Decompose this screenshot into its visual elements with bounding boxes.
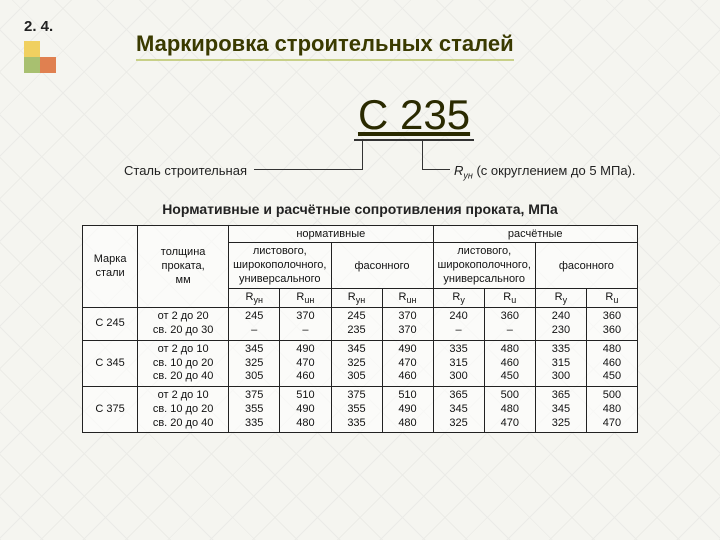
caption-right: Rун (с округлением до 5 МПа). <box>454 163 636 181</box>
cell-value: 375 355 335 <box>229 387 280 433</box>
col-calculated: расчётные <box>433 226 637 243</box>
cell-grade: С 245 <box>83 308 138 341</box>
col-calc-sheet: листового, широкополочного, универсально… <box>433 243 535 289</box>
steel-marking: С 235 <box>354 91 474 141</box>
cell-value: 335 315 300 <box>433 340 484 386</box>
cell-thickness: от 2 до 20 св. 20 до 30 <box>138 308 229 341</box>
col-norm-sheet: листового, широкополочного, универсально… <box>229 243 331 289</box>
col-ru-1: Ru <box>484 289 535 308</box>
resistance-table: Марка стали толщина проката, мм норматив… <box>82 225 638 433</box>
cell-value: 480 460 450 <box>586 340 637 386</box>
cell-value: 500 480 470 <box>484 387 535 433</box>
cell-grade: С 375 <box>83 387 138 433</box>
col-calc-shaped: фасонного <box>535 243 637 289</box>
page-title: Маркировка строительных сталей <box>136 31 514 61</box>
col-run-1: Ruн <box>280 289 331 308</box>
cell-value: 365 345 325 <box>535 387 586 433</box>
col-thickness: толщина проката, мм <box>138 226 229 308</box>
cell-value: 345 325 305 <box>229 340 280 386</box>
cell-value: 360 – <box>484 308 535 341</box>
cell-value: 370 370 <box>382 308 433 341</box>
cell-value: 245 235 <box>331 308 382 341</box>
cell-thickness: от 2 до 10 св. 10 до 20 св. 20 до 40 <box>138 387 229 433</box>
cell-value: 510 490 480 <box>280 387 331 433</box>
col-run-2: Ruн <box>382 289 433 308</box>
col-ry-1: Ry <box>433 289 484 308</box>
section-number: 2. 4. <box>24 18 56 35</box>
table-row: С 375от 2 до 10 св. 10 до 20 св. 20 до 4… <box>83 387 638 433</box>
cell-value: 335 315 300 <box>535 340 586 386</box>
col-norm-shaped: фасонного <box>331 243 433 289</box>
cell-value: 370 – <box>280 308 331 341</box>
cell-value: 360 360 <box>586 308 637 341</box>
cell-value: 240 230 <box>535 308 586 341</box>
cell-value: 490 470 460 <box>280 340 331 386</box>
cell-thickness: от 2 до 10 св. 10 до 20 св. 20 до 40 <box>138 340 229 386</box>
cell-value: 375 355 335 <box>331 387 382 433</box>
caption-left: Сталь строительная <box>124 163 247 178</box>
cell-value: 500 480 470 <box>586 387 637 433</box>
col-ry-2: Ry <box>535 289 586 308</box>
cell-value: 240 – <box>433 308 484 341</box>
table-heading: Нормативные и расчётные сопротивления пр… <box>24 201 696 217</box>
cell-value: 345 325 305 <box>331 340 382 386</box>
cell-grade: С 345 <box>83 340 138 386</box>
col-ryn-2: Ryн <box>331 289 382 308</box>
col-ryn-1: Ryн <box>229 289 280 308</box>
cell-value: 510 490 480 <box>382 387 433 433</box>
col-normative: нормативные <box>229 226 433 243</box>
cell-value: 490 470 460 <box>382 340 433 386</box>
table-row: С 245от 2 до 20 св. 20 до 30245 –370 –24… <box>83 308 638 341</box>
table-row: С 345от 2 до 10 св. 10 до 20 св. 20 до 4… <box>83 340 638 386</box>
marking-diagram: С 235 Сталь строительная Rун (с округлен… <box>24 91 696 191</box>
cell-value: 365 345 325 <box>433 387 484 433</box>
cell-value: 245 – <box>229 308 280 341</box>
cell-value: 480 460 450 <box>484 340 535 386</box>
col-ru-2: Ru <box>586 289 637 308</box>
col-grade: Марка стали <box>83 226 138 308</box>
logo-icon <box>24 41 56 73</box>
